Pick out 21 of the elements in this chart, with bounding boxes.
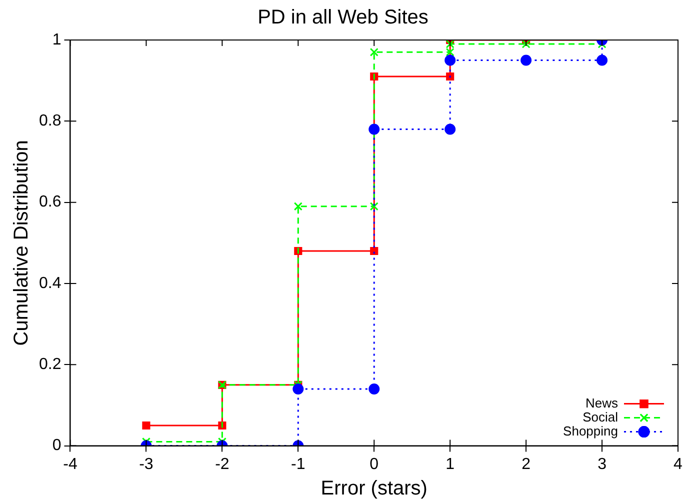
chart-title: PD in all Web Sites	[258, 6, 428, 29]
y-tick-label: 0.8	[38, 112, 62, 130]
legend-label: Social	[582, 409, 618, 424]
y-tick-label: 0.2	[38, 356, 62, 374]
y-axis-title: Cumulative Distribution	[10, 140, 33, 346]
legend-label: News	[585, 395, 618, 410]
x-tick-label: 1	[446, 456, 455, 473]
x-axis-title: Error (stars)	[320, 478, 428, 500]
x-tick-label: -3	[139, 456, 154, 473]
x-tick-label: 4	[674, 456, 683, 473]
y-tick-label: 0.6	[38, 194, 62, 211]
x-tick-label: -1	[291, 456, 306, 473]
x-tick-label: 0	[370, 456, 379, 473]
x-tick-label: 3	[598, 456, 607, 473]
x-tick-label: -4	[63, 456, 78, 473]
legend-label: Shopping	[563, 423, 618, 438]
x-tick-label: 2	[522, 456, 531, 473]
y-tick-label: 0.4	[38, 274, 62, 292]
y-tick-label: 1	[52, 31, 62, 48]
y-tick-label: 0	[52, 437, 62, 454]
x-tick-label: -2	[215, 456, 230, 473]
